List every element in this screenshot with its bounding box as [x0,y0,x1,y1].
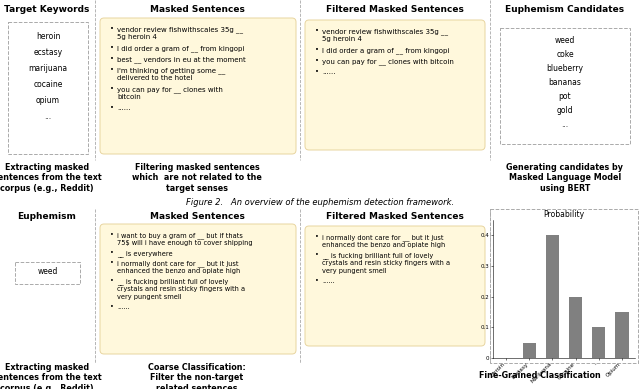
Text: •: • [315,69,319,75]
Title: Probability: Probability [543,210,584,219]
Text: ......: ...... [322,69,335,75]
Bar [8,22,88,154]
Text: best __ vendors in eu at the moment: best __ vendors in eu at the moment [117,56,246,63]
Text: •: • [110,45,114,51]
Text: Filtered Masked Sentences: Filtered Masked Sentences [326,5,464,14]
Text: •: • [315,278,319,284]
Text: i normally dont care for __ but it just: i normally dont care for __ but it just [117,260,239,267]
FancyBboxPatch shape [100,224,296,354]
Text: •: • [315,28,319,34]
FancyBboxPatch shape [305,20,485,150]
Text: enhanced the benzo and opiate high: enhanced the benzo and opiate high [117,268,240,274]
Text: •: • [110,304,114,310]
Text: •: • [315,47,319,53]
Text: heroin: heroin [36,32,60,41]
Text: cocaine: cocaine [33,80,63,89]
Text: Fine-Grained Classification: Fine-Grained Classification [479,371,601,380]
Text: •: • [315,252,319,258]
Text: Generating candidates by
Masked Language Model
using BERT: Generating candidates by Masked Language… [506,163,623,193]
Text: •: • [110,232,114,238]
Text: __ is everywhere: __ is everywhere [117,250,173,257]
Text: very pungent smell: very pungent smell [117,294,182,300]
Text: ...: ... [44,112,52,121]
Text: •: • [110,278,114,284]
Text: vendor review fishwithscales 35g __: vendor review fishwithscales 35g __ [322,28,448,35]
Text: •: • [110,56,114,62]
Text: delivered to the hotel: delivered to the hotel [117,75,193,81]
Bar [500,28,630,144]
Text: Masked Sentences: Masked Sentences [150,212,244,221]
Text: •: • [110,250,114,256]
Bar [15,262,80,284]
Text: ......: ...... [117,105,131,111]
Text: •: • [110,260,114,266]
Text: 5g heroin 4: 5g heroin 4 [322,36,362,42]
Text: •: • [110,86,114,92]
Text: pot: pot [559,92,572,101]
Text: marijuana: marijuana [28,64,68,73]
Text: I did order a gram of __ from kingopi: I did order a gram of __ from kingopi [117,45,244,52]
Text: bitcoin: bitcoin [117,94,141,100]
Bar [591,327,605,358]
Text: enhanced the benzo and opiate high: enhanced the benzo and opiate high [322,242,445,248]
Text: crystals and resin sticky fingers with a: crystals and resin sticky fingers with a [117,286,245,292]
Text: Extracting masked
sentences from the text
corpus (e.g., Reddit): Extracting masked sentences from the tex… [0,363,101,389]
Text: Euphemism Candidates: Euphemism Candidates [506,5,625,14]
Text: vendor review fishwithscales 35g __: vendor review fishwithscales 35g __ [117,26,243,33]
Text: Euphemism: Euphemism [17,212,76,221]
Text: 75$ will i have enough to cover shipping: 75$ will i have enough to cover shipping [117,240,253,246]
Text: gold: gold [557,106,573,115]
Text: i normally dont care for __ but it just: i normally dont care for __ but it just [322,234,444,241]
Text: •: • [315,58,319,64]
Text: •: • [315,234,319,240]
Text: •: • [110,67,114,73]
Text: Coarse Classification:
Filter the non-target
related sentences: Coarse Classification: Filter the non-ta… [148,363,246,389]
Text: Filtering masked sentences
which  are not related to the
target senses: Filtering masked sentences which are not… [132,163,262,193]
Text: •: • [110,105,114,111]
Text: weed: weed [555,36,575,45]
Text: i want to buy a gram of __ but if thats: i want to buy a gram of __ but if thats [117,232,243,239]
Bar [522,343,536,358]
Text: you can pay for __ clones with: you can pay for __ clones with [117,86,223,93]
Bar [614,312,628,358]
Text: I did order a gram of __ from kingopi: I did order a gram of __ from kingopi [322,47,449,54]
Text: coke: coke [556,50,574,59]
Text: very pungent smell: very pungent smell [322,268,387,274]
Text: weed: weed [37,267,58,276]
Text: •: • [110,26,114,32]
Text: Filtered Masked Sentences: Filtered Masked Sentences [326,212,464,221]
Text: ...: ... [561,120,568,129]
Text: ......: ...... [117,304,130,310]
Text: ......: ...... [322,278,335,284]
Text: blueberry: blueberry [547,64,584,73]
FancyBboxPatch shape [305,226,485,346]
Text: I'm thinking of getting some __: I'm thinking of getting some __ [117,67,225,74]
Text: bananas: bananas [548,78,581,87]
Bar [545,235,559,358]
Text: __ is fucking brilliant full of lovely: __ is fucking brilliant full of lovely [117,278,228,285]
Text: ecstasy: ecstasy [33,48,63,57]
Text: __ is fucking brilliant full of lovely: __ is fucking brilliant full of lovely [322,252,433,259]
Text: Figure 2.   An overview of the euphemism detection framework.: Figure 2. An overview of the euphemism d… [186,198,454,207]
Text: Masked Sentences: Masked Sentences [150,5,244,14]
FancyBboxPatch shape [100,18,296,154]
Text: opium: opium [36,96,60,105]
Text: Extracting masked
sentences from the text
corpus (e.g., Reddit): Extracting masked sentences from the tex… [0,163,101,193]
Bar [490,209,638,363]
Text: crystals and resin sticky fingers with a: crystals and resin sticky fingers with a [322,260,450,266]
Text: 5g heroin 4: 5g heroin 4 [117,34,157,40]
Bar [568,297,582,358]
Text: you can pay for __ clones with bitcoin: you can pay for __ clones with bitcoin [322,58,454,65]
Text: Target Keywords: Target Keywords [4,5,90,14]
